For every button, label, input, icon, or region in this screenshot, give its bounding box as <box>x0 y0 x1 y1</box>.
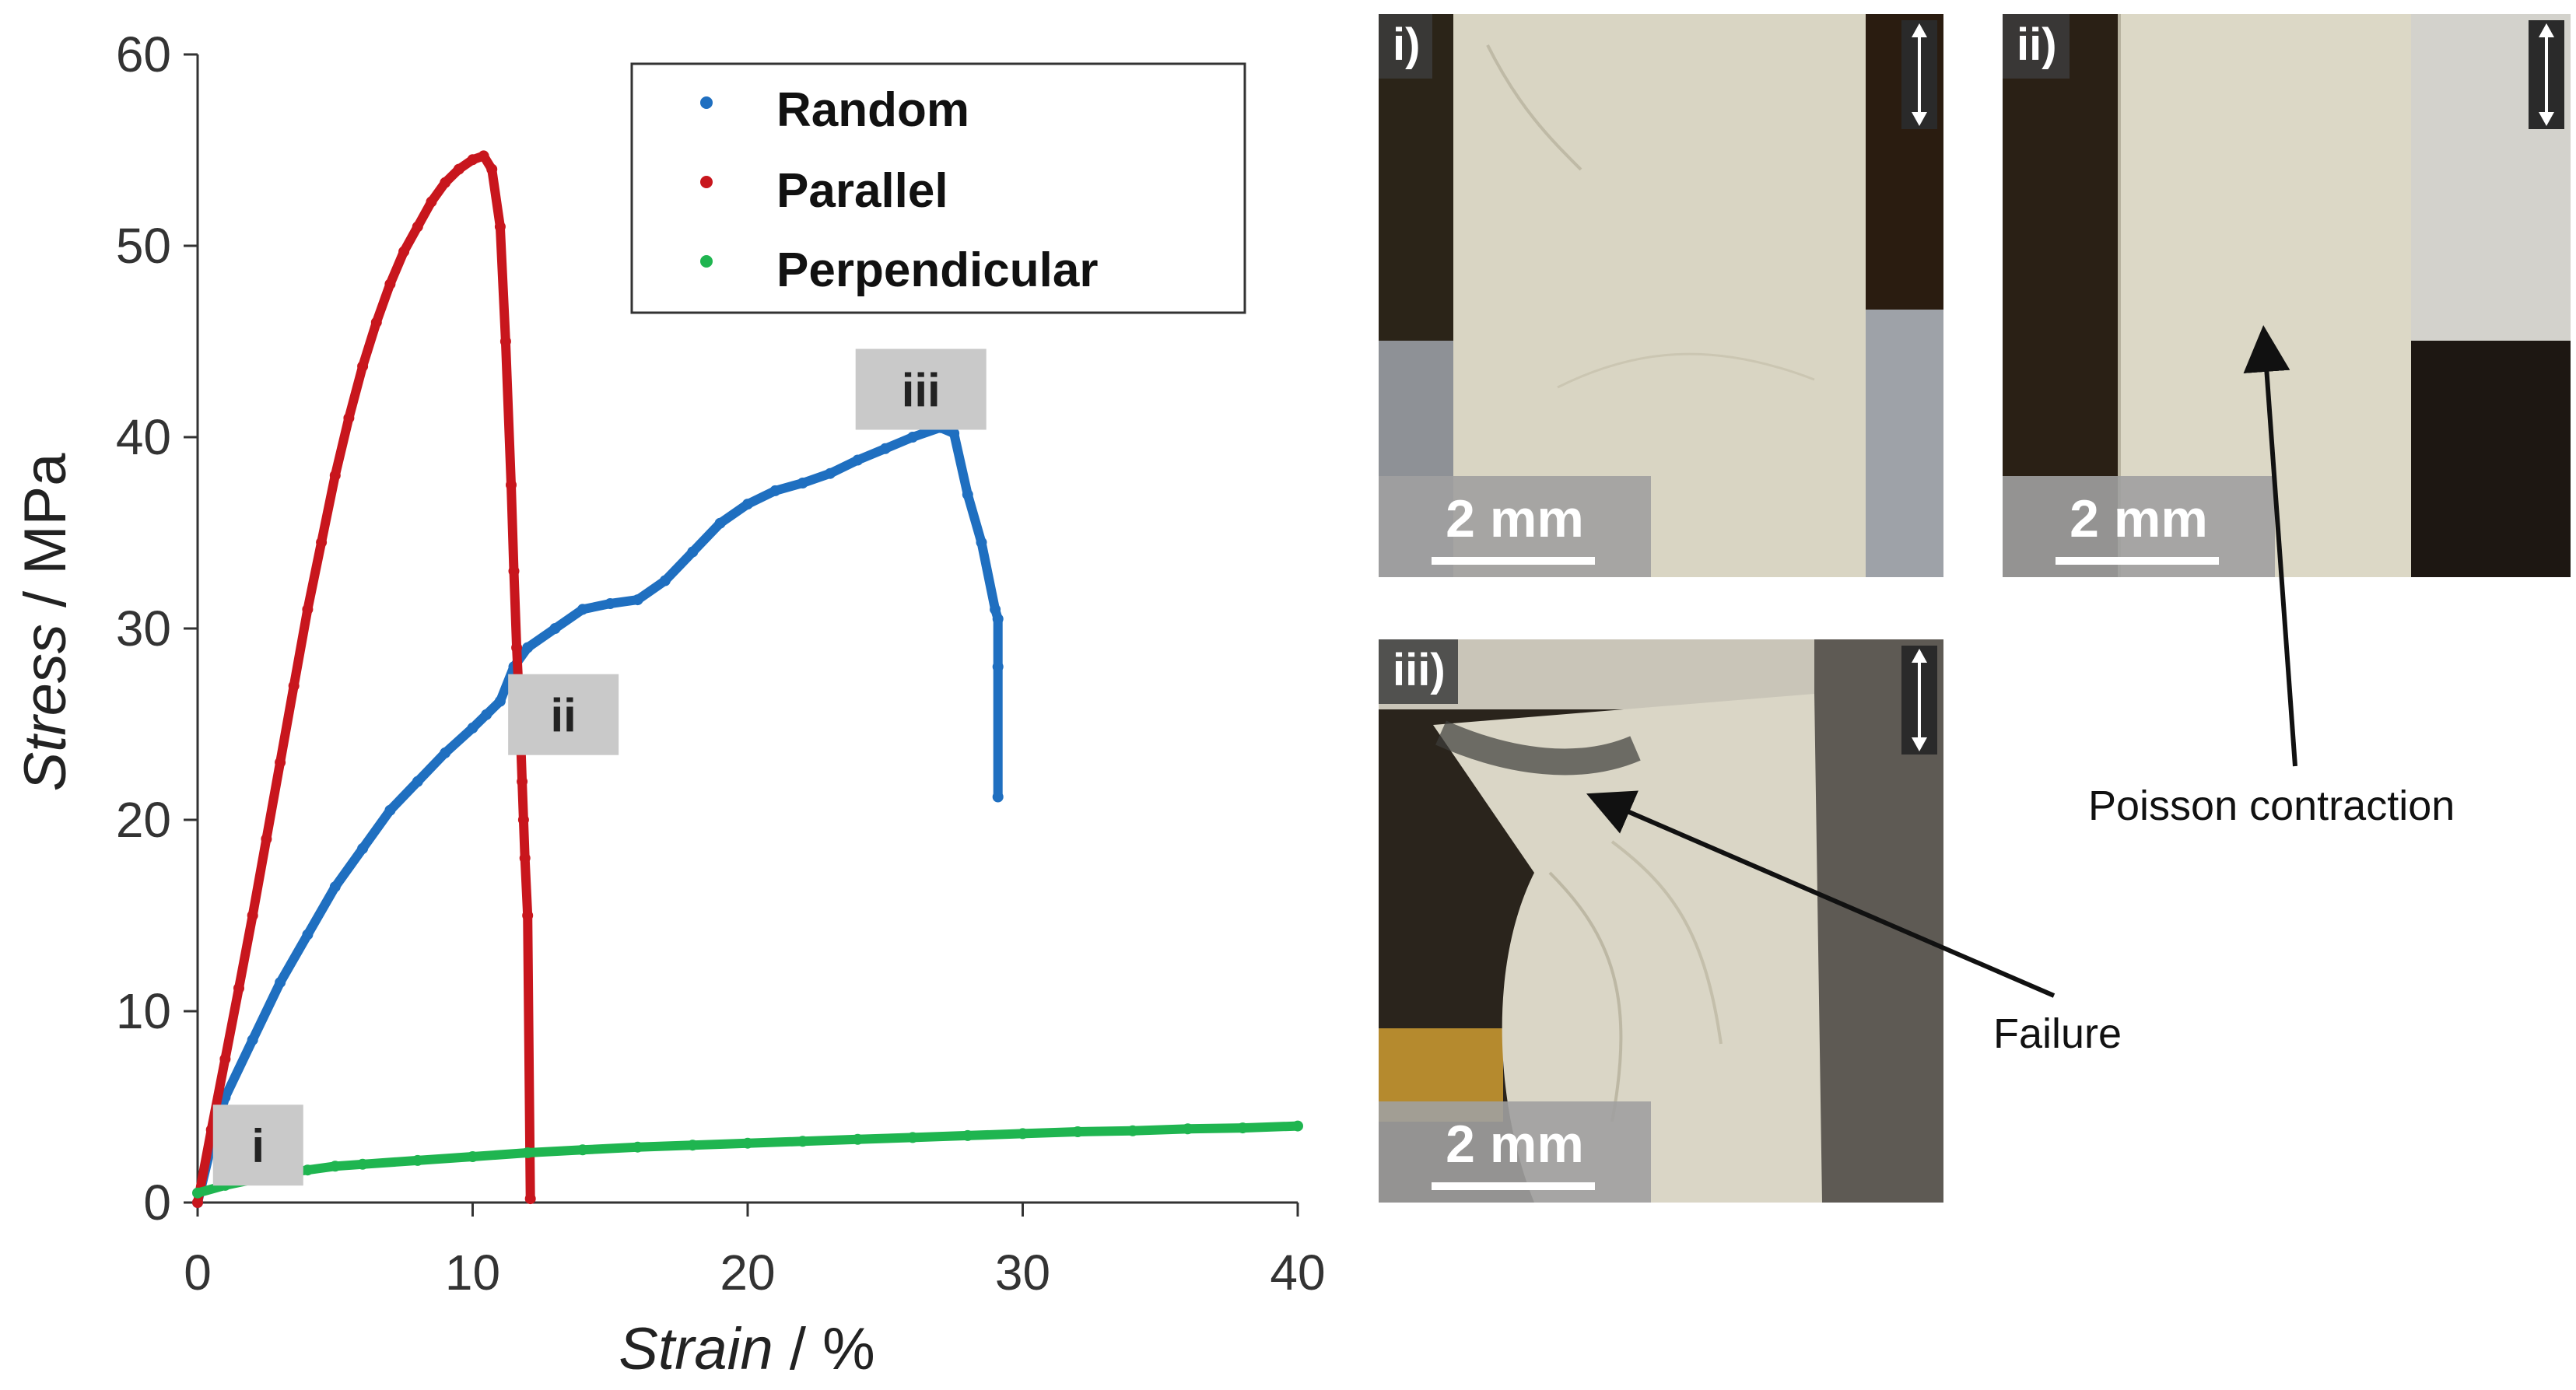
y-tick-label: 50 <box>116 218 171 274</box>
y-tick-label: 10 <box>116 983 171 1039</box>
scale-bar-line-iii <box>1432 1182 1595 1190</box>
legend-label-perpendicular: Perpendicular <box>776 243 1098 297</box>
scale-bar-i: 2 mm <box>1379 476 1651 577</box>
x-tick-label: 0 <box>184 1245 212 1301</box>
x-axis-label-quantity: Strain <box>619 1316 773 1382</box>
point-label: ii <box>550 690 576 742</box>
x-tick-label: 20 <box>720 1245 775 1301</box>
series-random <box>192 422 1004 1208</box>
point-label-box <box>855 348 987 430</box>
x-axis-label: Strain / % <box>619 1316 874 1382</box>
y-tick-label: 0 <box>143 1175 171 1231</box>
x-tick-label: 40 <box>1270 1245 1325 1301</box>
loading-direction-icon <box>1901 646 1937 755</box>
x-axis-label-unit: / % <box>773 1316 875 1382</box>
legend-marker-perpendicular <box>700 255 713 268</box>
point-label: i <box>251 1120 265 1172</box>
x-tick-label: 10 <box>445 1245 500 1301</box>
y-tick-label: 40 <box>116 409 171 465</box>
y-axis-label-unit: / MPa <box>12 453 79 624</box>
legend-label-parallel: Parallel <box>776 164 948 218</box>
photo-panel-i: i) 2 mm <box>1379 14 1943 577</box>
legend-marker-parallel <box>700 176 713 188</box>
scale-bar-label-i: 2 mm <box>1446 489 1584 548</box>
scale-bar-line-ii <box>2056 557 2219 565</box>
point-label: iii <box>902 365 941 417</box>
legend-marker-random <box>700 96 713 109</box>
series-perpendicular <box>192 1120 1303 1199</box>
y-tick-label: 30 <box>116 600 171 656</box>
panel-tag-ii: ii) <box>2003 14 2070 79</box>
annotation-poisson-contraction: Poisson contraction <box>2088 783 2455 829</box>
y-axis-label-quantity: Stress <box>12 624 79 791</box>
point-label-box <box>508 674 619 755</box>
series-trace-random <box>193 422 1003 1207</box>
legend-label-random: Random <box>776 83 969 137</box>
scale-bar-label-iii: 2 mm <box>1446 1115 1584 1174</box>
loading-direction-icon <box>2529 20 2564 129</box>
panel-tag-i: i) <box>1379 14 1433 79</box>
loading-direction-icon <box>1901 20 1937 129</box>
panel-tag-iii: iii) <box>1379 639 1458 704</box>
x-tick-label: 30 <box>995 1245 1050 1301</box>
photo-panel-iii: iii) 2 mm <box>1379 639 1943 1203</box>
y-tick-label: 60 <box>116 26 171 82</box>
legend: Random Parallel Perpendicular <box>630 62 1246 314</box>
scale-bar-label-ii: 2 mm <box>2070 489 2208 548</box>
y-axis-label: Stress / MPa <box>12 453 79 792</box>
series-parallel <box>192 150 536 1208</box>
chart-ticks: 0 10 20 30 40 0 10 20 30 40 50 60 <box>116 26 1326 1301</box>
point-label-box <box>212 1105 303 1186</box>
scale-bar-iii: 2 mm <box>1379 1101 1651 1203</box>
scale-bar-line-i <box>1432 557 1595 565</box>
y-tick-label: 20 <box>116 792 171 848</box>
scale-bar-ii: 2 mm <box>2003 476 2275 577</box>
annotation-failure: Failure <box>1993 1010 2122 1057</box>
photo-panel-ii: ii) 2 mm <box>2003 14 2571 577</box>
